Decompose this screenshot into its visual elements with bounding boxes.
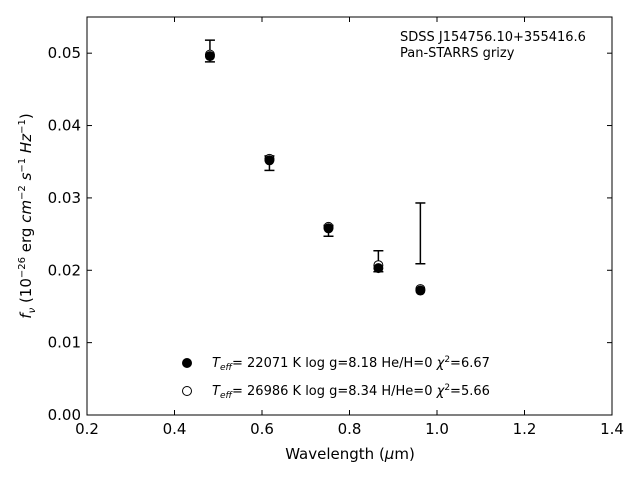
y-tick-label: 0.05	[48, 44, 81, 62]
y-tick-label: 0.01	[48, 334, 81, 352]
x-tick-label: 0.8	[338, 420, 362, 438]
x-tick-label: 1.2	[513, 420, 537, 438]
model-points	[204, 49, 426, 296]
model-point-filled	[204, 51, 215, 62]
legend-entry-2: Teff= 26986 K log g=8.34 H/He=0 χ2=5.66	[212, 383, 490, 401]
object-name-annotation: SDSS J154756.10+355416.6	[400, 30, 586, 45]
model-point-filled	[373, 263, 384, 274]
model-point-filled	[415, 285, 426, 296]
x-axis-title: Wavelength (μm)	[285, 445, 415, 463]
y-tick-label: 0.02	[48, 261, 81, 279]
legend: Teff= 22071 K log g=8.18 He/H=0 χ2=6.67 …	[182, 355, 490, 401]
legend-entry-1: Teff= 22071 K log g=8.18 He/H=0 χ2=6.67	[212, 355, 490, 373]
survey-annotation: Pan-STARRS grizy	[400, 46, 515, 61]
y-tick-label: 0.03	[48, 189, 81, 207]
x-tick-label: 1.4	[600, 420, 624, 438]
error-bar	[415, 202, 426, 265]
y-tick-label: 0.04	[48, 117, 81, 135]
y-tick-label: 0.00	[48, 406, 81, 424]
legend-marker-open	[182, 386, 192, 396]
x-tick-label: 0.4	[163, 420, 187, 438]
axis-ticks: 0.2 0.4 0.6 0.8 1.0 1.2 1.4 0.00 0.01 0.02 0.03 0.0…	[48, 17, 624, 438]
x-tick-label: 0.6	[250, 420, 274, 438]
model-point-filled	[264, 155, 275, 166]
legend-marker-filled	[182, 358, 192, 368]
y-axis-title: fν (10−26 erg cm−2 s−1 Hz−1)	[17, 113, 38, 318]
model-point-filled	[323, 223, 334, 234]
x-tick-label: 1.0	[425, 420, 449, 438]
x-tick-label: 0.2	[75, 420, 99, 438]
